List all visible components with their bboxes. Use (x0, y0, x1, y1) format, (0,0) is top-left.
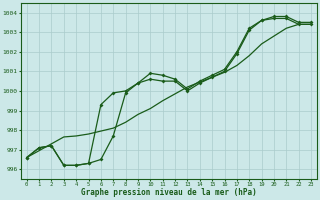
X-axis label: Graphe pression niveau de la mer (hPa): Graphe pression niveau de la mer (hPa) (81, 188, 257, 197)
